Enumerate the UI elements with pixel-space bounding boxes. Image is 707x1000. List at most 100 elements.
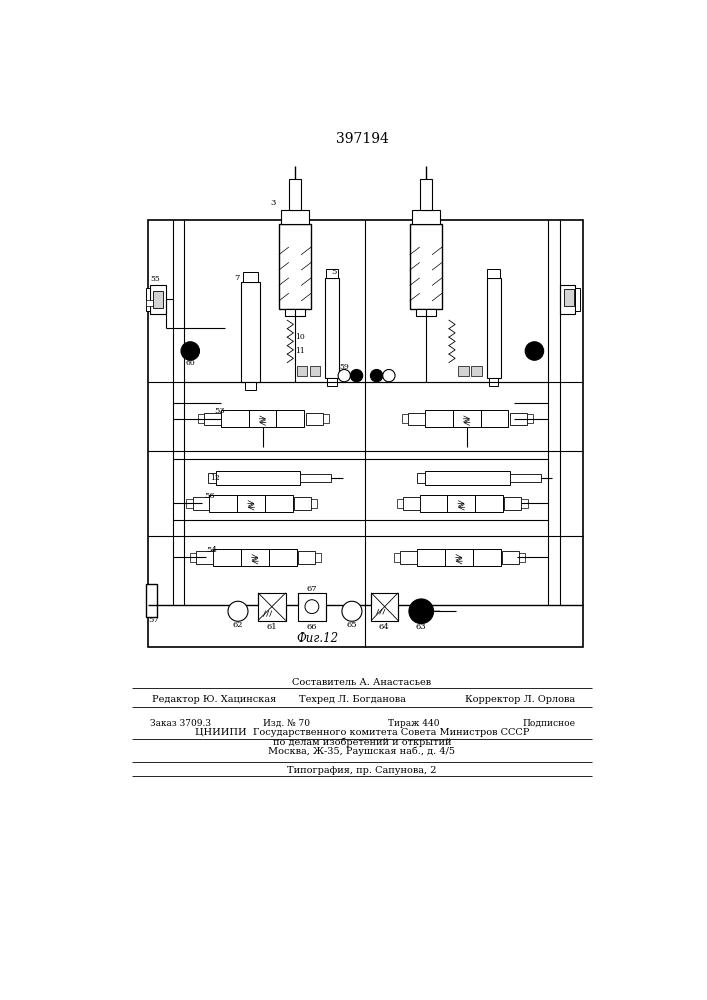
Bar	[402, 414, 408, 423]
Bar	[452, 410, 481, 427]
Circle shape	[370, 369, 382, 382]
Bar	[521, 499, 527, 508]
Text: 63: 63	[416, 623, 426, 631]
Bar	[417, 549, 445, 566]
Bar	[310, 366, 320, 376]
Bar	[325, 278, 339, 378]
Text: Редактор Ю. Хацинская: Редактор Ю. Хацинская	[152, 695, 276, 704]
Bar	[489, 378, 498, 386]
Text: 7: 7	[234, 274, 239, 282]
Bar	[285, 309, 305, 316]
Text: Тираж 440: Тираж 440	[388, 719, 439, 728]
Text: Изд. № 70: Изд. № 70	[263, 719, 310, 728]
Bar	[510, 413, 527, 425]
Bar	[197, 551, 214, 564]
Text: 64: 64	[379, 623, 390, 631]
Circle shape	[382, 369, 395, 382]
Bar	[192, 497, 209, 510]
Bar	[519, 553, 525, 562]
Text: 54: 54	[206, 546, 217, 554]
Bar	[502, 551, 519, 564]
Bar	[265, 495, 293, 512]
Text: 62: 62	[233, 621, 243, 629]
Bar	[448, 495, 475, 512]
Bar	[445, 549, 473, 566]
Bar	[371, 593, 398, 620]
Bar	[481, 410, 508, 427]
Bar	[420, 495, 448, 512]
Circle shape	[338, 369, 351, 382]
Bar	[510, 474, 541, 482]
Bar	[395, 553, 400, 562]
Bar	[276, 410, 304, 427]
Bar	[425, 410, 452, 427]
Bar	[221, 410, 249, 427]
Bar	[397, 499, 403, 508]
Bar	[294, 497, 311, 510]
Circle shape	[181, 342, 199, 360]
Bar	[504, 497, 521, 510]
Text: 66: 66	[307, 623, 317, 631]
Bar	[281, 210, 309, 224]
Bar	[560, 285, 575, 314]
Bar	[241, 282, 259, 382]
Bar	[473, 549, 501, 566]
Bar	[326, 269, 338, 278]
Bar	[209, 495, 238, 512]
Text: 57: 57	[148, 616, 159, 624]
Bar	[216, 471, 300, 485]
Text: ЦНИИПИ  Государственного комитета Совета Министров СССР: ЦНИИПИ Государственного комитета Совета …	[194, 728, 529, 737]
Text: 56: 56	[204, 492, 215, 500]
Bar	[412, 210, 440, 224]
Bar	[288, 179, 301, 210]
Bar	[300, 474, 331, 482]
Bar	[243, 272, 258, 282]
Bar	[214, 549, 241, 566]
Bar	[296, 366, 308, 376]
Bar	[564, 289, 573, 306]
Text: Заказ 3709.3: Заказ 3709.3	[150, 719, 211, 728]
Text: Составитель А. Анастасьев: Составитель А. Анастасьев	[293, 678, 431, 687]
Bar	[311, 499, 317, 508]
Bar	[322, 414, 329, 423]
Text: Техред Л. Богданова: Техред Л. Богданова	[298, 695, 405, 704]
Bar	[241, 549, 269, 566]
Bar	[527, 414, 533, 423]
Circle shape	[525, 342, 544, 360]
Bar	[408, 413, 425, 425]
Bar	[486, 278, 501, 378]
Text: Фиг.12: Фиг.12	[296, 632, 339, 645]
Bar	[403, 497, 420, 510]
Bar	[198, 414, 204, 423]
Bar	[146, 584, 157, 617]
Text: 61: 61	[267, 623, 277, 631]
Text: 60: 60	[185, 359, 195, 367]
Text: 10: 10	[295, 333, 305, 341]
Text: по делам изобретений и открытий: по делам изобретений и открытий	[273, 737, 451, 747]
Text: Корректор Л. Орлова: Корректор Л. Орлова	[465, 695, 575, 704]
Bar	[148, 220, 583, 647]
Bar	[279, 224, 311, 309]
Bar	[417, 473, 425, 483]
Text: 11: 11	[295, 347, 305, 355]
Text: 59: 59	[339, 363, 349, 371]
Text: Типография, пр. Сапунова, 2: Типография, пр. Сапунова, 2	[287, 766, 437, 775]
Bar	[305, 413, 322, 425]
Bar	[458, 366, 469, 376]
Bar	[472, 366, 482, 376]
Bar	[208, 473, 216, 483]
Bar	[204, 413, 221, 425]
Bar	[327, 378, 337, 386]
Text: 65: 65	[346, 621, 357, 629]
Circle shape	[228, 601, 248, 621]
Text: 3: 3	[270, 199, 275, 207]
Bar	[416, 309, 436, 316]
Bar	[153, 291, 163, 308]
Text: 397194: 397194	[336, 132, 388, 146]
Bar	[146, 288, 150, 311]
Bar	[420, 179, 432, 210]
Text: 12: 12	[210, 474, 220, 482]
Circle shape	[409, 599, 433, 624]
Bar	[245, 382, 257, 389]
Text: 5: 5	[332, 268, 337, 276]
